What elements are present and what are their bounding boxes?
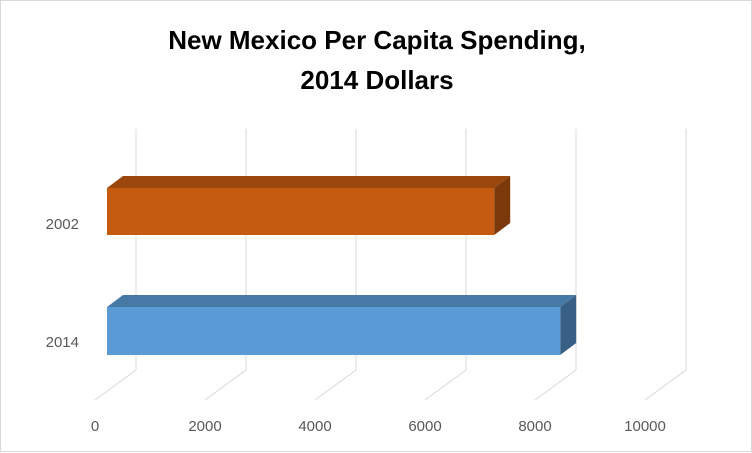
gridline-floor [534, 369, 577, 401]
y-tick-label: 2014 [46, 334, 79, 351]
y-tick-label: 2002 [46, 216, 79, 233]
bar-2014 [107, 307, 561, 355]
x-tick-label: 10000 [624, 418, 666, 435]
bar-top-face-2002 [107, 176, 511, 188]
bar-2002 [107, 188, 495, 235]
gridline-floor [424, 369, 467, 401]
bar-side-face-2002 [494, 176, 511, 235]
x-tick-label: 2000 [188, 418, 221, 435]
chart-title-line-2: 2014 Dollars [300, 65, 454, 95]
bar-side-face-2014 [560, 295, 577, 355]
chart-title-line-1: New Mexico Per Capita Spending, [168, 25, 586, 55]
x-tick-label: 4000 [298, 418, 331, 435]
bar-top-face-2014 [107, 295, 577, 307]
gridline-floor [94, 369, 137, 401]
gridline-floor [204, 369, 247, 401]
x-tick-label: 8000 [518, 418, 551, 435]
gridline-floor [644, 369, 687, 401]
x-tick-label: 0 [91, 418, 99, 435]
gridline-floor [314, 369, 357, 401]
x-tick-label: 6000 [408, 418, 441, 435]
